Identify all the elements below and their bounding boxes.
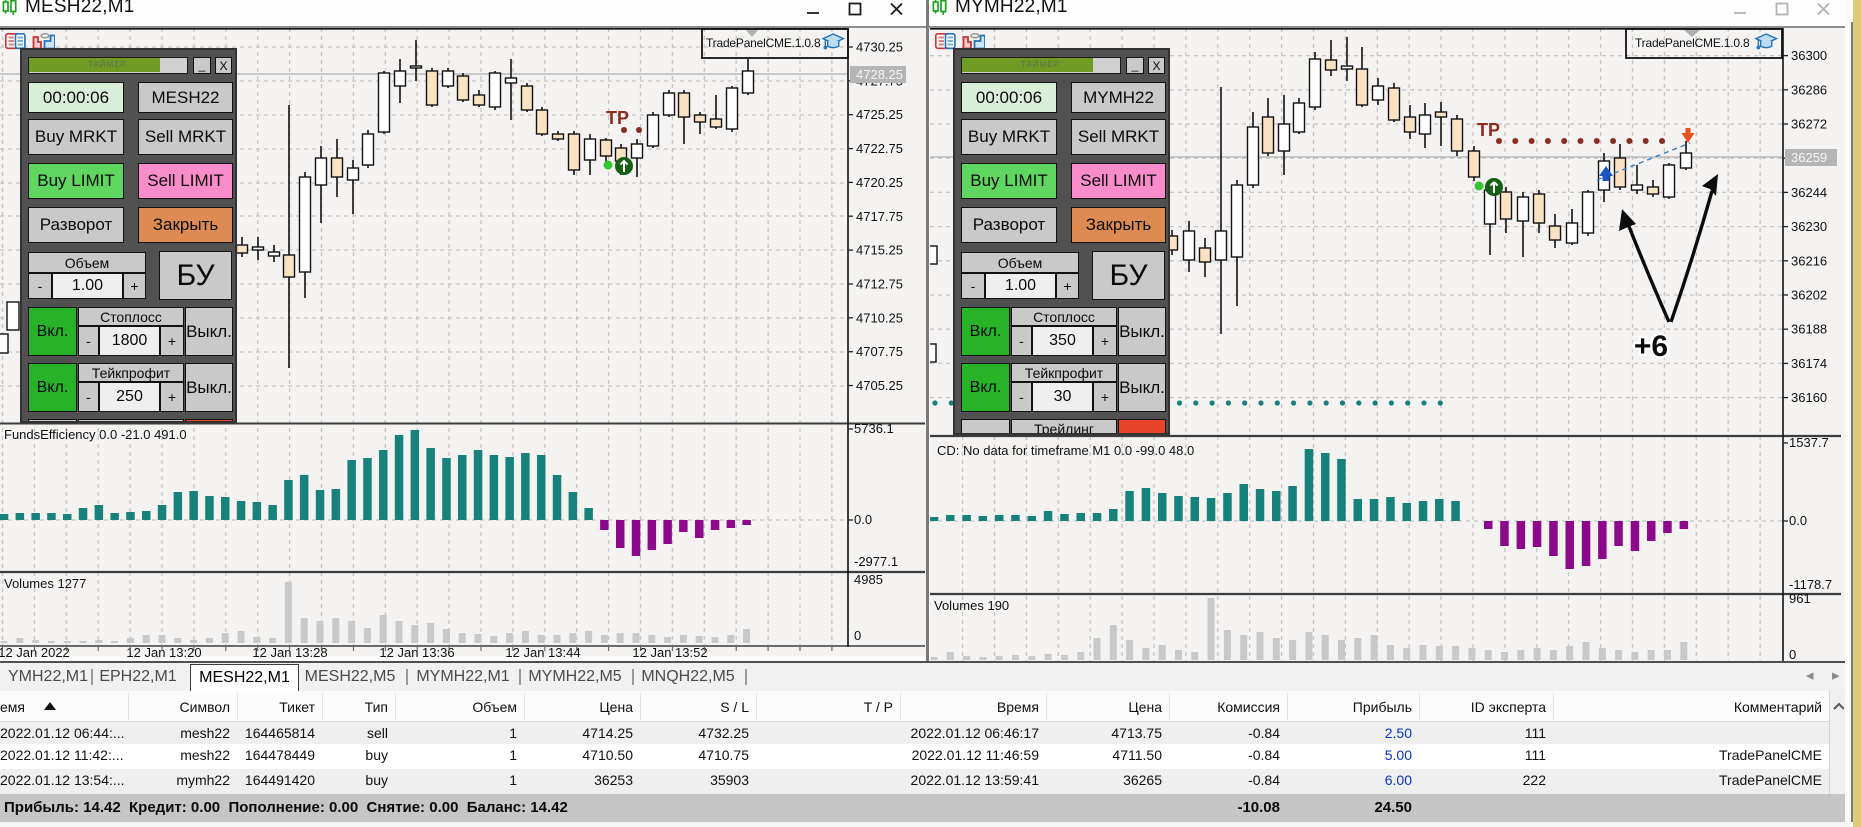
- svg-text:36160: 36160: [1791, 390, 1827, 405]
- svg-text:TradePanelCME.1.0.8: TradePanelCME.1.0.8: [706, 36, 821, 50]
- svg-text:12 Jan 13:44: 12 Jan 13:44: [505, 645, 580, 660]
- svg-text:36286: 36286: [1791, 82, 1827, 97]
- svg-text:4717.75: 4717.75: [856, 209, 903, 224]
- svg-text:TP: TP: [606, 108, 629, 128]
- svg-text:36272: 36272: [1791, 117, 1827, 132]
- svg-text:36202: 36202: [1791, 288, 1827, 303]
- svg-text:+6: +6: [1634, 330, 1668, 363]
- svg-text:36174: 36174: [1791, 356, 1827, 371]
- svg-text:4720.25: 4720.25: [856, 175, 903, 190]
- svg-text:36259: 36259: [1791, 150, 1827, 165]
- svg-text:Volumes 1277: Volumes 1277: [4, 576, 86, 591]
- svg-text:36230: 36230: [1791, 219, 1827, 234]
- svg-text:12 Jan 2022: 12 Jan 2022: [0, 645, 70, 660]
- svg-text:4730.25: 4730.25: [856, 40, 903, 55]
- svg-text:CD: No data for timeframe M1 0: CD: No data for timeframe M1 0.0 -99.0 4…: [937, 443, 1194, 458]
- svg-text:4707.75: 4707.75: [856, 344, 903, 359]
- svg-text:4722.75: 4722.75: [856, 141, 903, 156]
- svg-text:36300: 36300: [1791, 48, 1827, 63]
- svg-text:4725.25: 4725.25: [856, 107, 903, 122]
- svg-text:4712.75: 4712.75: [856, 277, 903, 292]
- svg-text:Volumes 190: Volumes 190: [934, 598, 1009, 613]
- svg-text:4710.25: 4710.25: [856, 310, 903, 325]
- svg-text:TradePanelCME.1.0.8: TradePanelCME.1.0.8: [1635, 36, 1750, 50]
- svg-text:0.0: 0.0: [1789, 513, 1807, 528]
- svg-text:0: 0: [1789, 647, 1796, 662]
- svg-text:12 Jan 13:20: 12 Jan 13:20: [126, 645, 201, 660]
- svg-text:36188: 36188: [1791, 322, 1827, 337]
- svg-text:36244: 36244: [1791, 185, 1827, 200]
- svg-text:36216: 36216: [1791, 253, 1827, 268]
- svg-text:+6: +6: [1634, 330, 1668, 363]
- svg-text:FundsEfficiency 0.0 -21.0 491.: FundsEfficiency 0.0 -21.0 491.0: [4, 427, 187, 442]
- svg-text:0: 0: [854, 628, 861, 643]
- svg-text:TP: TP: [1477, 120, 1500, 140]
- svg-text:4715.25: 4715.25: [856, 243, 903, 258]
- svg-text:1537.7: 1537.7: [1789, 435, 1829, 450]
- svg-text:12 Jan 13:52: 12 Jan 13:52: [632, 645, 707, 660]
- svg-text:0.0: 0.0: [854, 512, 872, 527]
- svg-text:4728.25: 4728.25: [856, 67, 903, 82]
- svg-text:5736.1: 5736.1: [854, 421, 894, 436]
- svg-text:4985: 4985: [854, 572, 883, 587]
- svg-text:4705.25: 4705.25: [856, 378, 903, 393]
- svg-text:12 Jan 13:36: 12 Jan 13:36: [379, 645, 454, 660]
- svg-text:-1178.7: -1178.7: [1789, 577, 1832, 592]
- svg-text:12 Jan 13:28: 12 Jan 13:28: [252, 645, 327, 660]
- svg-text:-2977.1: -2977.1: [854, 554, 898, 569]
- svg-text:961: 961: [1789, 591, 1811, 606]
